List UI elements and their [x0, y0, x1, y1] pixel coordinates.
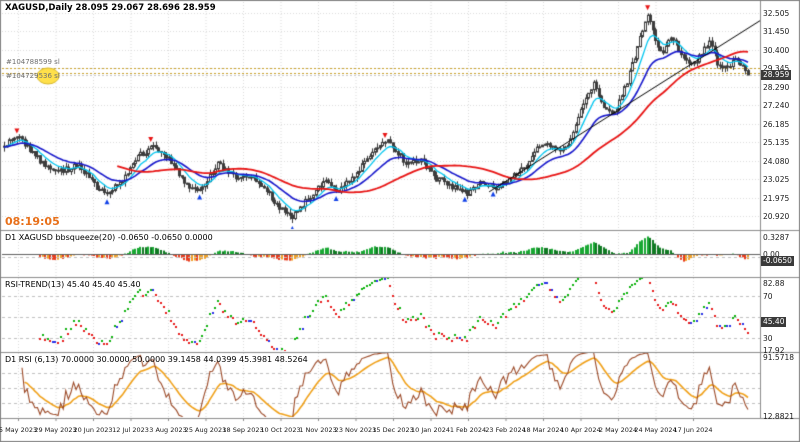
price-box: 28.959: [761, 70, 792, 80]
squeeze-value-box: -0.0650: [761, 256, 794, 266]
squeeze-pane-label: D1 XAGUSD bbsqueeze(20) -0.0650 -0.0650 …: [5, 233, 213, 242]
time-axis-label[interactable]: 24 May 2024: [634, 426, 677, 434]
rsi-trend-axis-label: 17.92: [763, 346, 785, 355]
chart-title-ohlc: 28.095 29.067 28.696 28.959: [75, 3, 216, 13]
y-axis-label: 23.025: [763, 175, 790, 184]
order-label[interactable]: #104788599 sl: [6, 58, 60, 66]
chart-title: XAGUSD,Daily 28.095 29.067 28.696 28.959: [5, 3, 216, 13]
y-axis-label: 21.975: [763, 194, 790, 203]
clock: 08:19:05: [5, 215, 60, 228]
y-axis-label: 32.505: [763, 9, 790, 18]
rsi-trend-axis-label: 82.88: [763, 279, 785, 288]
y-axis-label: 20.920: [763, 212, 790, 221]
y-axis-label: 28.290: [763, 83, 790, 92]
time-axis-label[interactable]: 12 Jul 2023: [112, 426, 149, 434]
y-axis-label: 24.080: [763, 157, 790, 166]
y-axis-label: 30.400: [763, 46, 790, 55]
time-axis-label[interactable]: 10 Jan 2024: [411, 426, 450, 434]
time-axis-label[interactable]: 1 Nov 2023: [299, 426, 337, 434]
time-axis-label[interactable]: 5 May 2023: [0, 426, 38, 434]
y-axis-label: 26.185: [763, 120, 790, 129]
y-axis-label: 31.450: [763, 27, 790, 36]
time-axis-label[interactable]: 2 May 2024: [598, 426, 638, 434]
squeeze-axis-label: 0.3287: [763, 233, 790, 242]
time-axis-label[interactable]: 18 Sep 2023: [222, 426, 264, 434]
time-axis-label[interactable]: 23 Feb 2024: [485, 426, 526, 434]
y-axis-label: 25.135: [763, 138, 790, 147]
rsi-trend-value-box: 45.40: [761, 317, 787, 327]
time-axis-label[interactable]: 29 May 2023: [34, 426, 77, 434]
time-axis-label[interactable]: 17 Jun 2024: [673, 426, 713, 434]
y-axis-label: 27.240: [763, 101, 790, 110]
time-axis-label[interactable]: 10 Apr 2024: [560, 426, 601, 434]
time-axis-label[interactable]: 23 Nov 2023: [334, 426, 377, 434]
time-axis-label[interactable]: 10 Oct 2023: [260, 426, 301, 434]
y-axis-label: 29.345: [763, 64, 790, 73]
time-axis-label[interactable]: 20 Jun 2023: [73, 426, 113, 434]
order-label[interactable]: #104729536 sl: [6, 72, 60, 80]
time-axis-label[interactable]: 18 Mar 2024: [522, 426, 564, 434]
rsi-pane-label: D1 RSI (6,13) 70.0000 30.0000 50.0000 39…: [5, 355, 308, 364]
rsi-axis-label: 91.5718: [763, 353, 795, 362]
rsi-axis-label: 12.8821: [763, 412, 795, 421]
time-axis-label[interactable]: 3 Aug 2023: [149, 426, 187, 434]
time-axis-label[interactable]: 15 Dec 2023: [372, 426, 414, 434]
rsi-trend-axis-label: 70: [763, 292, 773, 301]
squeeze-axis-label: 0.00: [763, 250, 780, 259]
rsi-trend-axis-label: 30: [763, 334, 773, 343]
rsi-trend-pane-label: RSI-TREND(13) 45.40 45.40 45.40: [5, 280, 141, 289]
chart-title-symbol: XAGUSD,Daily: [5, 3, 73, 13]
time-axis-label[interactable]: 25 Aug 2023: [184, 426, 227, 434]
time-axis-label[interactable]: 1 Feb 2024: [449, 426, 487, 434]
